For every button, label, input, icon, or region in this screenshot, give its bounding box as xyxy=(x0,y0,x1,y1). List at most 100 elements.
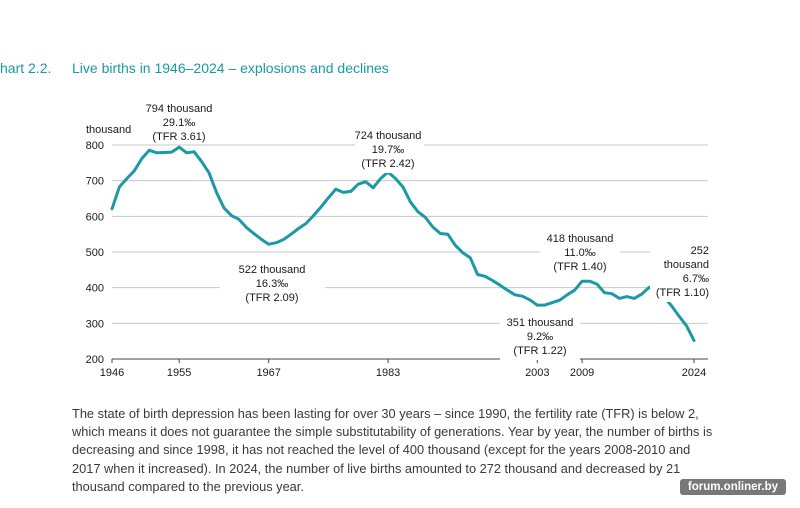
y-tick-label: 500 xyxy=(86,247,104,259)
data-point xyxy=(633,297,636,300)
annotation-text: (TFR 1.10) xyxy=(656,287,709,299)
annotation-text: 418 thousand xyxy=(547,233,614,245)
annotations: 794 thousand 29.1‰ (TFR 3.61) 522 thousand 1… xyxy=(146,103,712,360)
axes: 200 300 400 500 600 700 800 1946 1955 1967 1983 200… xyxy=(86,140,708,379)
data-point xyxy=(551,301,554,304)
annotation-text: 11.0‰ xyxy=(564,247,596,259)
data-point xyxy=(215,191,218,194)
annotation-text: 724 thousand xyxy=(355,130,422,142)
data-point xyxy=(692,339,696,342)
y-tick-label: 800 xyxy=(86,140,104,152)
data-point xyxy=(260,238,263,241)
y-tick-label: 200 xyxy=(86,354,104,366)
x-tick-label: 2024 xyxy=(682,367,706,379)
y-tick-label: 400 xyxy=(86,283,104,295)
x-tick-label: 2003 xyxy=(525,367,549,379)
data-point xyxy=(207,171,211,174)
data-point xyxy=(595,282,599,286)
data-point xyxy=(342,191,345,194)
data-point xyxy=(446,233,449,236)
annotation-2024: 252 thousand 6.7‰ (TFR 1.10) xyxy=(650,242,712,302)
y-axis-unit-label: thousand xyxy=(86,124,131,136)
data-point xyxy=(677,315,681,318)
data-point xyxy=(312,214,315,217)
data-point xyxy=(364,180,367,183)
annotation-2009: 418 thousand 11.0‰ (TFR 1.40) xyxy=(540,230,620,276)
data-point xyxy=(588,280,591,283)
data-point xyxy=(192,150,196,153)
data-point xyxy=(133,169,136,172)
data-point xyxy=(110,207,114,210)
chart-title: hart 2.2. Live births in 1946–2024 – expl… xyxy=(0,60,520,80)
chart-title-text: Live births in 1946–2024 – explosions an… xyxy=(72,60,389,76)
data-point xyxy=(237,218,240,221)
annotation-text: 6.7‰ xyxy=(683,273,709,285)
data-point xyxy=(372,186,375,189)
data-point xyxy=(357,183,360,186)
data-point xyxy=(140,157,143,160)
data-point xyxy=(603,291,606,294)
x-tick-label: 1983 xyxy=(376,367,400,379)
data-point xyxy=(275,241,278,244)
data-point xyxy=(566,293,569,296)
annotation-text: 522 thousand xyxy=(239,264,306,276)
annotation-text: (TFR 3.61) xyxy=(152,131,205,143)
annotation-text: (TFR 1.40) xyxy=(553,261,606,273)
annotation-text: 29.1‰ xyxy=(163,117,195,129)
data-point xyxy=(185,151,188,154)
data-point xyxy=(155,151,158,154)
data-point xyxy=(282,238,285,241)
data-point xyxy=(349,190,352,193)
annotation-background xyxy=(220,261,325,307)
annotation-text: (TFR 2.09) xyxy=(245,292,298,304)
data-point xyxy=(498,284,502,287)
data-point xyxy=(506,289,509,292)
annotation-background xyxy=(540,230,620,276)
data-point xyxy=(245,226,248,229)
data-point xyxy=(513,293,517,296)
data-point xyxy=(469,256,472,259)
data-point xyxy=(483,275,487,278)
data-point xyxy=(409,200,412,204)
data-point xyxy=(289,233,293,236)
line-chart: thousand 200 300 400 500 600 700 800 1946 1955 19… xyxy=(86,103,712,379)
annotation-text: (TFR 2.42) xyxy=(361,158,414,170)
y-tick-label: 700 xyxy=(86,176,104,188)
y-tick-label: 600 xyxy=(86,211,104,223)
annotation-text: 351 thousand xyxy=(507,317,574,329)
data-point xyxy=(648,286,651,289)
data-point xyxy=(431,225,434,229)
data-point xyxy=(163,151,166,154)
annotation-background xyxy=(650,242,712,302)
data-point xyxy=(170,150,173,154)
data-point xyxy=(319,205,323,209)
data-point xyxy=(640,292,643,296)
data-point xyxy=(454,244,457,247)
data-point xyxy=(125,177,129,180)
data-point xyxy=(304,222,308,225)
data-point xyxy=(476,273,479,276)
data-point xyxy=(394,177,397,180)
data-point xyxy=(118,185,121,188)
watermark: forum.onliner.by xyxy=(679,479,786,495)
data-point xyxy=(379,177,382,180)
annotation-text: 19.7‰ xyxy=(372,144,404,156)
data-point xyxy=(573,289,576,292)
data-point xyxy=(267,243,270,246)
data-point xyxy=(439,232,442,235)
annotation-1967: 522 thousand 16.3‰ (TFR 2.09) xyxy=(220,261,325,307)
annotation-text: 794 thousand xyxy=(146,103,213,115)
data-point xyxy=(625,295,628,298)
x-tick-label: 1967 xyxy=(256,367,280,379)
data-point xyxy=(230,214,233,217)
annotation-text: 9.2‰ xyxy=(527,331,553,343)
data-point xyxy=(424,216,427,219)
data-point xyxy=(297,227,300,230)
x-tick-label: 2009 xyxy=(570,367,594,379)
annotation-text: (TFR 1.22) xyxy=(513,345,566,357)
data-point xyxy=(618,297,621,300)
y-tick-label: 300 xyxy=(86,318,104,330)
data-point xyxy=(178,145,181,149)
data-point xyxy=(461,251,464,254)
data-point xyxy=(543,303,546,307)
